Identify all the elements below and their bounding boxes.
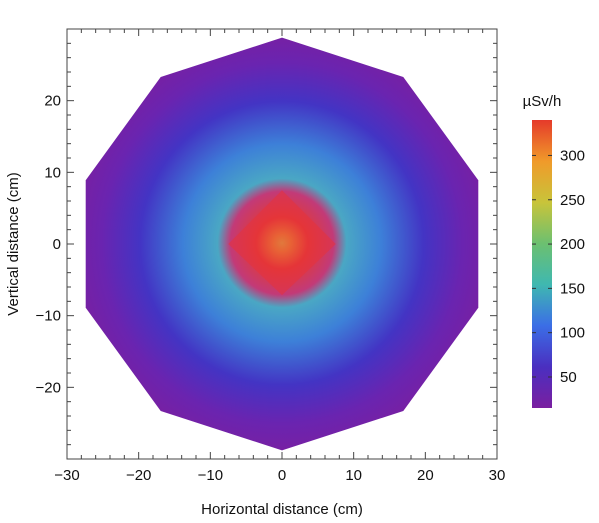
colorbar-tick-label: 100 xyxy=(560,325,585,342)
colorbar-scale xyxy=(532,120,552,408)
x-tick-label: 10 xyxy=(345,467,362,484)
colorbar-tick-label: 150 xyxy=(560,280,585,297)
y-tick-label: 10 xyxy=(44,164,61,181)
x-axis-ticks: −30 −20 −10 0 10 20 30 xyxy=(54,29,505,484)
colorbar-tick-label: 250 xyxy=(560,192,585,209)
y-tick-label: −10 xyxy=(36,308,61,325)
x-axis-label: Horizontal distance (cm) xyxy=(201,501,363,518)
colorbar-ticks: 50 100 150 200 250 300 xyxy=(532,147,585,386)
colorbar-tick-label: 200 xyxy=(560,236,585,253)
y-tick-label: 0 xyxy=(53,236,61,253)
colorbar-tick-label: 300 xyxy=(560,147,585,164)
x-tick-label: −10 xyxy=(198,467,223,484)
plot-area xyxy=(66,28,498,460)
y-tick-label: 20 xyxy=(44,93,61,110)
x-tick-label: 20 xyxy=(417,467,434,484)
x-tick-label: −30 xyxy=(54,467,79,484)
x-tick-label: 0 xyxy=(278,467,286,484)
colorbar-tick-label: 50 xyxy=(560,369,577,386)
x-tick-label: 30 xyxy=(489,467,506,484)
y-axis-label: Vertical distance (cm) xyxy=(5,172,22,315)
hotspot-inner-region xyxy=(228,190,336,296)
colorbar-label: µSv/h xyxy=(523,93,562,110)
colorbar: µSv/h 50 100 150 200 250 300 xyxy=(523,93,585,408)
x-tick-label: −20 xyxy=(126,467,151,484)
y-tick-label: −20 xyxy=(36,379,61,396)
y-axis-ticks: −20 −10 0 10 20 xyxy=(36,28,497,460)
